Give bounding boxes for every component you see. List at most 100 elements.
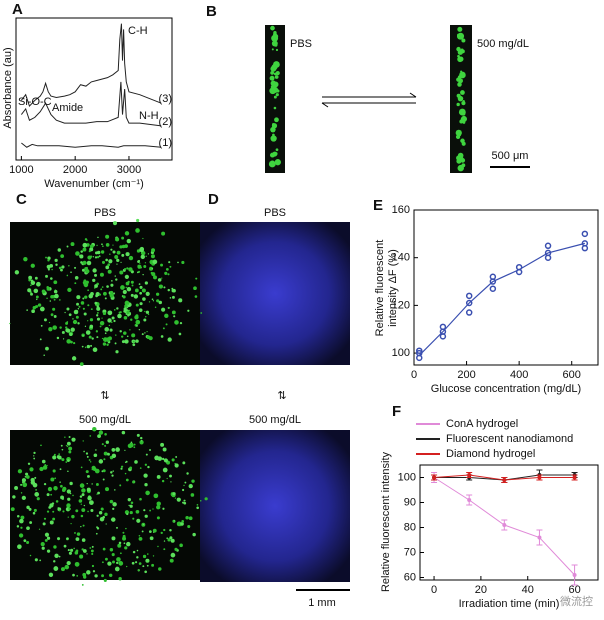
fluorescence [199,499,202,502]
fluorescence [169,265,172,268]
fluorescence [83,450,85,453]
fluorescence [136,218,140,223]
fluorescence [49,520,54,525]
fluorescence [125,460,128,463]
fluorescence [78,499,83,503]
fluorescence [119,552,122,555]
fluorescence [101,508,104,511]
y-tick-label: 70 [404,546,416,558]
fluorescence [84,346,87,349]
fluorescence [109,548,114,552]
fluorescence [107,269,112,274]
plot-frame [413,209,599,366]
fluorescence [105,258,108,262]
fluorescence [65,444,68,447]
fluorescence [98,430,104,435]
fluorescence [181,520,185,523]
fluorescence [57,248,62,252]
fluorescence [172,295,175,299]
fluorescence [66,489,72,494]
fluorescence [162,467,168,473]
fluorescence [104,432,107,436]
fluorescence [90,508,94,513]
x-tick-label: 200 [457,369,475,381]
fluorescence [274,159,281,166]
panel-label: A [12,1,23,18]
fluorescence [69,332,73,337]
fluorescence [136,324,138,327]
fluorescence [112,560,116,564]
fluorescence [124,510,130,515]
fluorescence [61,330,65,334]
fluorescence [121,236,125,240]
fluorescence [67,516,69,518]
fluorescence [151,267,154,270]
legend-label: ConA hydrogel [446,418,518,430]
fluorescence [179,543,183,548]
fluorescence [76,574,79,577]
panel-label: B [206,3,217,20]
fluorescence [152,528,157,533]
fluorescence [74,561,80,567]
fluorescence [23,539,27,543]
fluorescence [270,25,275,31]
fluorescence [182,461,186,465]
fluorescence [140,436,143,440]
fluorescence [66,503,71,508]
fluorescence [125,527,127,530]
fluorescence [89,547,92,549]
fluorescence [126,310,130,315]
fluorescence [461,38,466,43]
image-label: 500 mg/dL [249,414,301,426]
fluorescence [156,501,161,506]
fluorescence [86,487,91,492]
fluorescence [123,315,128,320]
fluorescence [102,515,105,519]
fluorescence [92,268,97,273]
fluorescence [139,262,141,264]
x-tick-label: 400 [510,369,528,381]
fluorescence [99,320,105,326]
fluorescence [273,88,277,92]
fluorescence [180,524,182,527]
fluorescence [111,536,116,541]
fluorescence [95,483,99,486]
fluorescence [88,459,91,461]
fluorescence [111,448,116,452]
fluorescence [128,309,131,312]
fluorescence [96,514,99,517]
fluorescence [76,310,79,312]
fluorescence [124,304,128,308]
fluorescence [83,312,87,316]
fluorescence [138,259,140,262]
scale-label: 1 mm [308,597,336,609]
fluorescence [106,285,109,288]
fluorescence [64,311,66,314]
fluorescence [66,445,69,448]
fluorescence [43,354,45,356]
fluorescence [120,465,124,468]
fluorescence [69,492,72,495]
fluorescence [167,288,171,292]
fluorescence [111,453,117,459]
fluorescence [94,284,98,288]
fluorescence [52,455,57,460]
image-label: PBS [290,38,312,50]
fluorescence [270,160,275,164]
fluorescence [130,280,134,284]
fluorescence [40,324,43,327]
fluorescence [68,435,71,438]
fluorescence [121,244,126,249]
fluorescence [87,510,89,513]
fluorescence [79,495,83,498]
fluorescence [46,297,48,299]
fluorescence [82,440,84,442]
fluorescence [105,265,110,270]
data-point [515,263,523,271]
fluorescence [154,306,157,309]
fluorescence [34,558,38,562]
fluorescence [182,488,185,492]
fluorescence [67,549,70,552]
fluorescence [36,281,41,287]
arrow: ⇅ [100,390,109,402]
